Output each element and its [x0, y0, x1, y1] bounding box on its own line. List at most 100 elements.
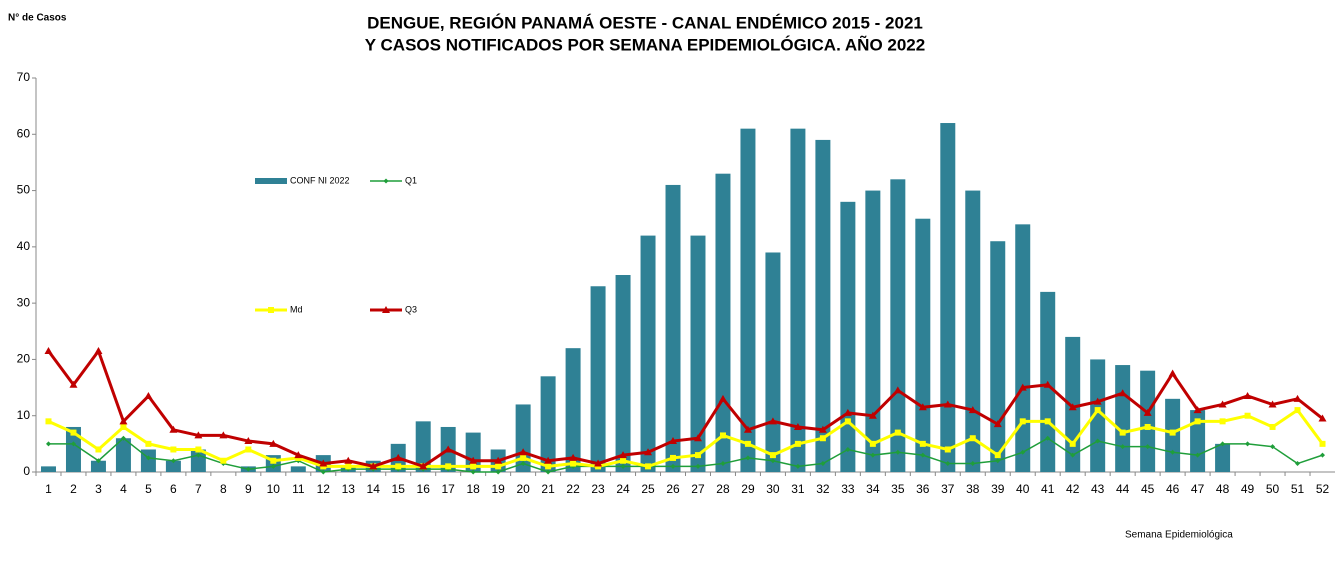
- marker: [870, 452, 876, 458]
- x-tick-label: 2: [70, 482, 77, 496]
- x-tick-label: 31: [791, 482, 805, 496]
- marker: [1195, 452, 1201, 458]
- marker: [620, 457, 627, 464]
- x-tick-label: 16: [417, 482, 431, 496]
- bar: [1015, 224, 1031, 472]
- marker: [70, 441, 76, 447]
- marker: [169, 425, 178, 433]
- marker: [394, 453, 403, 461]
- marker: [1143, 408, 1152, 416]
- marker: [694, 452, 701, 459]
- x-tick-label: 22: [566, 482, 580, 496]
- marker: [444, 445, 453, 453]
- bar: [990, 241, 1006, 472]
- marker: [1069, 440, 1076, 447]
- marker: [94, 346, 103, 354]
- marker: [219, 431, 228, 439]
- marker: [818, 425, 827, 433]
- marker: [1019, 418, 1026, 425]
- marker: [195, 452, 201, 458]
- bar: [1115, 365, 1131, 472]
- marker: [744, 440, 751, 447]
- marker: [170, 446, 177, 453]
- marker: [945, 461, 951, 467]
- bar: [190, 449, 206, 472]
- x-axis-label: Semana Epidemiológica: [1125, 530, 1233, 541]
- marker: [1319, 440, 1326, 447]
- marker: [1244, 412, 1251, 419]
- marker: [1294, 407, 1301, 414]
- line: [47, 407, 1324, 468]
- marker: [669, 437, 678, 445]
- marker: [382, 306, 390, 313]
- x-tick-label: 15: [392, 482, 406, 496]
- bar: [840, 201, 856, 473]
- y-tick-label: 70: [17, 70, 31, 84]
- marker: [1070, 452, 1076, 458]
- x-tick-label: 23: [591, 482, 605, 496]
- x-tick-label: 14: [367, 482, 381, 496]
- marker: [220, 457, 227, 464]
- marker: [769, 452, 776, 459]
- x-tick-label: 6: [170, 482, 177, 496]
- marker: [1218, 400, 1227, 408]
- x-tick-label: 19: [491, 482, 505, 496]
- marker: [1268, 400, 1277, 408]
- marker: [920, 452, 926, 458]
- marker: [745, 455, 751, 461]
- marker: [893, 386, 902, 394]
- bar: [40, 466, 56, 472]
- marker: [1320, 452, 1326, 458]
- marker: [743, 425, 752, 433]
- marker: [519, 448, 528, 456]
- marker: [793, 422, 802, 430]
- legend-label: Q1: [405, 175, 417, 185]
- x-tick-label: 4: [120, 482, 127, 496]
- x-tick-label: 5: [145, 482, 152, 496]
- marker: [119, 417, 128, 425]
- x-tick-label: 37: [941, 482, 955, 496]
- marker: [820, 461, 826, 467]
- marker: [1170, 449, 1176, 455]
- bar: [790, 128, 806, 472]
- bar: [590, 286, 606, 472]
- marker: [1119, 429, 1126, 436]
- marker: [195, 446, 202, 453]
- marker: [645, 463, 652, 470]
- marker: [1295, 461, 1301, 467]
- marker: [1145, 444, 1151, 450]
- marker: [545, 463, 552, 470]
- x-tick-label: 47: [1191, 482, 1205, 496]
- marker: [968, 406, 977, 414]
- marker: [445, 463, 452, 470]
- bar: [1140, 370, 1156, 472]
- x-tick-label: 48: [1216, 482, 1230, 496]
- marker: [419, 462, 428, 470]
- marker: [469, 456, 478, 464]
- y-tick-label: 40: [17, 239, 31, 253]
- marker: [993, 420, 1002, 428]
- marker: [1293, 394, 1302, 402]
- marker: [919, 440, 926, 447]
- marker: [720, 461, 726, 467]
- marker: [520, 454, 527, 461]
- marker: [868, 411, 877, 419]
- marker: [670, 454, 677, 461]
- x-tick-label: 40: [1016, 482, 1030, 496]
- marker: [95, 458, 101, 464]
- x-tick-label: 46: [1166, 482, 1180, 496]
- x-tick-label: 20: [516, 482, 530, 496]
- marker: [145, 440, 152, 447]
- x-tick-label: 10: [267, 482, 281, 496]
- marker: [319, 459, 328, 467]
- x-tick-label: 36: [916, 482, 930, 496]
- marker: [1269, 423, 1276, 430]
- bar: [1215, 443, 1231, 472]
- y-tick-label: 30: [17, 295, 31, 309]
- marker: [470, 463, 477, 470]
- y-tick-label: 0: [23, 464, 30, 478]
- marker: [719, 432, 726, 439]
- marker: [270, 463, 276, 469]
- marker: [1020, 449, 1026, 455]
